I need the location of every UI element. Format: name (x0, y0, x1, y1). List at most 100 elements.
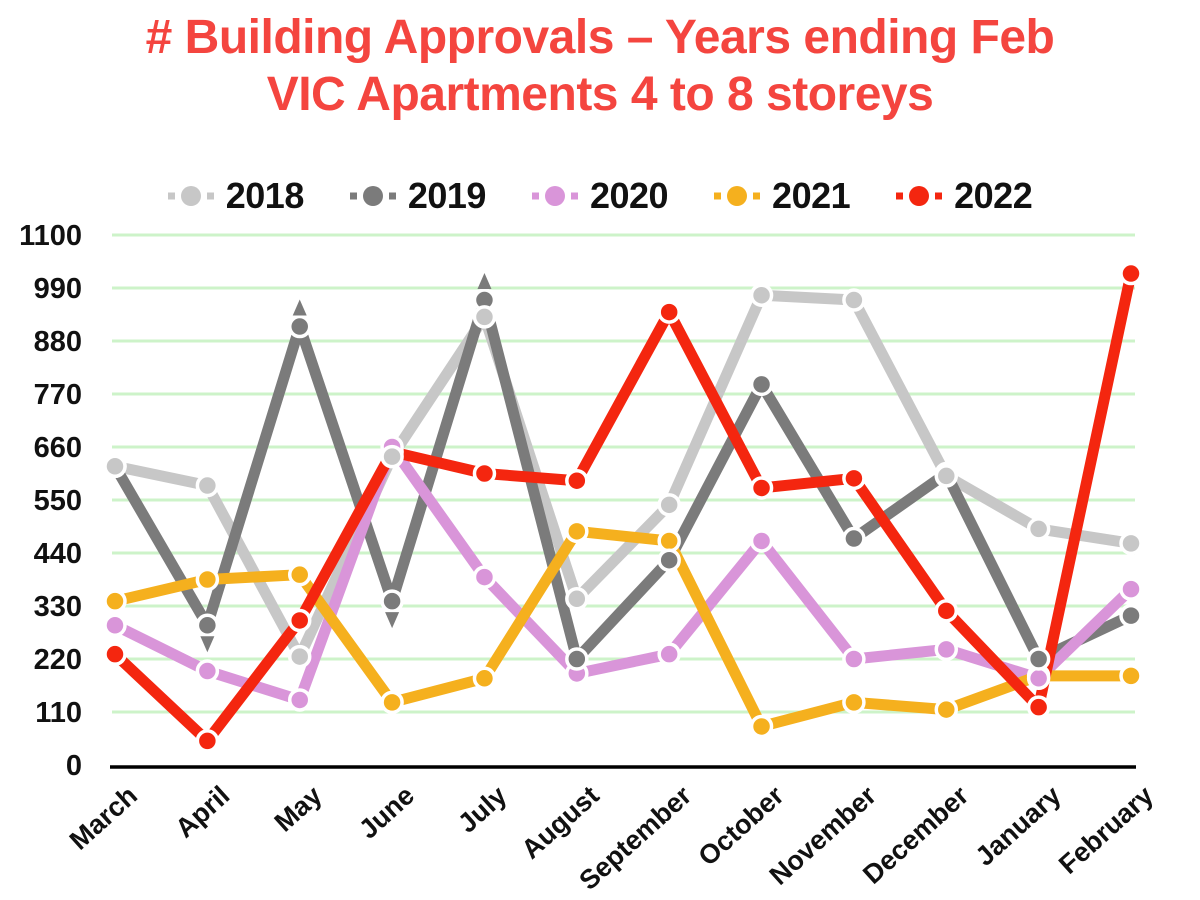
data-point-2021 (842, 690, 866, 715)
x-axis-labels: March April May June July AugustSeptemberOcto… (64, 780, 1159, 896)
legend-item-2022: 2022 (896, 175, 1033, 217)
data-point-2022 (472, 461, 497, 486)
data-point-2020 (1026, 666, 1051, 691)
data-point-2018 (195, 473, 220, 498)
series-lines (109, 268, 1137, 747)
data-point-2018 (380, 444, 404, 469)
data-point-2021 (749, 714, 774, 739)
series-line-2021 (109, 525, 1137, 732)
data-point-2021 (380, 690, 404, 715)
y-tick-label: 220 (34, 644, 82, 676)
legend-label-2021: 2021 (772, 175, 851, 216)
data-point-2022 (103, 642, 127, 666)
data-point-2021 (1119, 664, 1143, 688)
up-arrow-icon (477, 273, 492, 290)
data-point-2022 (934, 599, 959, 623)
legend-marker-glyph (896, 186, 943, 206)
data-point-2022 (842, 466, 866, 491)
x-tick-label: March (64, 780, 143, 856)
annotations (200, 273, 492, 653)
legend-item-2019: 2019 (349, 175, 487, 217)
chart-legend: 2018 2019 2020 2021 2022 (0, 172, 1200, 220)
y-tick-label: 330 (34, 591, 82, 623)
data-point-2020 (934, 637, 959, 662)
legend-label-2019: 2019 (407, 175, 487, 216)
data-point-2018 (565, 587, 589, 611)
x-tick-label: April (170, 780, 236, 843)
data-point-2020 (472, 565, 497, 589)
data-point-2022 (1026, 695, 1051, 719)
data-point-2019 (380, 589, 404, 613)
legend-marker-glyph (167, 186, 214, 206)
x-tick-label: August (516, 780, 605, 865)
data-point-2020 (1119, 577, 1143, 601)
data-point-2018 (287, 644, 312, 669)
data-point-2021 (195, 567, 220, 592)
y-tick-label: 990 (34, 273, 82, 305)
data-point-2022 (195, 729, 220, 753)
data-point-2020 (195, 659, 220, 683)
legend-marker-2018-icon (167, 185, 214, 207)
x-tick-label: May (269, 780, 328, 837)
x-tick-label: February (1053, 780, 1159, 880)
y-tick-label: 550 (34, 485, 82, 517)
data-point-2018 (103, 454, 127, 479)
data-point-2021 (472, 666, 497, 691)
legend-marker-2021-icon (714, 185, 761, 207)
data-point-2019 (749, 372, 774, 397)
data-point-2018 (749, 283, 774, 307)
legend-marker-glyph (349, 186, 396, 206)
data-point-2018 (1119, 531, 1143, 556)
data-point-2018 (934, 464, 959, 488)
data-point-2019 (657, 548, 681, 572)
y-tick-label: 770 (34, 379, 82, 411)
data-point-2018 (657, 493, 681, 517)
down-arrow-icon (200, 636, 215, 653)
data-point-2020 (103, 613, 127, 638)
data-point-2022 (287, 608, 312, 633)
series-line-2020 (109, 441, 1137, 706)
series-points (103, 261, 1143, 753)
legend-marker-2019-icon (349, 185, 396, 207)
y-tick-label: 110 (35, 697, 82, 729)
data-point-2019 (287, 314, 312, 339)
x-tick-label: June (353, 780, 420, 844)
legend-item-2020: 2020 (531, 175, 669, 217)
data-point-2019 (842, 526, 866, 551)
y-axis-labels: 0 110 220 330 440 550 660 770 880 990 1100 (19, 220, 82, 782)
y-tick-label: 880 (34, 326, 82, 358)
x-tick-label: January (970, 780, 1067, 872)
y-tick-label: 1100 (19, 220, 82, 252)
legend-label-2018: 2018 (225, 175, 305, 216)
data-point-2021 (565, 519, 589, 544)
legend-marker-2022-icon (896, 185, 943, 207)
x-tick-label: July (452, 780, 512, 838)
series-line-2018 (109, 289, 1137, 663)
y-tick-label: 660 (34, 432, 82, 464)
page-title: # Building Approvals – Years ending Feb … (0, 10, 1200, 123)
data-point-2021 (287, 562, 312, 587)
data-point-2019 (1119, 603, 1143, 628)
data-point-2022 (657, 300, 681, 324)
chart-title-line2: VIC Apartments 4 to 8 storeys (266, 67, 934, 121)
y-tick-label: 440 (34, 538, 82, 570)
data-point-2021 (103, 589, 127, 613)
data-point-2020 (287, 688, 312, 712)
data-point-2018 (842, 288, 866, 312)
data-point-2022 (749, 476, 774, 500)
data-point-2020 (842, 647, 866, 671)
legend-marker-glyph (714, 186, 761, 206)
chart-title-line1: # Building Approvals – Years ending Feb (145, 11, 1055, 64)
data-point-2022 (565, 468, 589, 493)
up-arrow-icon (292, 299, 307, 316)
series-line-2022 (109, 268, 1137, 747)
legend-marker-glyph (531, 186, 578, 206)
data-point-2022 (1119, 261, 1143, 286)
legend-item-2018: 2018 (167, 175, 305, 217)
data-point-2020 (657, 642, 681, 666)
data-point-2018 (1026, 517, 1051, 541)
down-arrow-icon (385, 612, 400, 629)
legend-label-2022: 2022 (954, 175, 1033, 216)
data-point-2020 (749, 529, 774, 553)
